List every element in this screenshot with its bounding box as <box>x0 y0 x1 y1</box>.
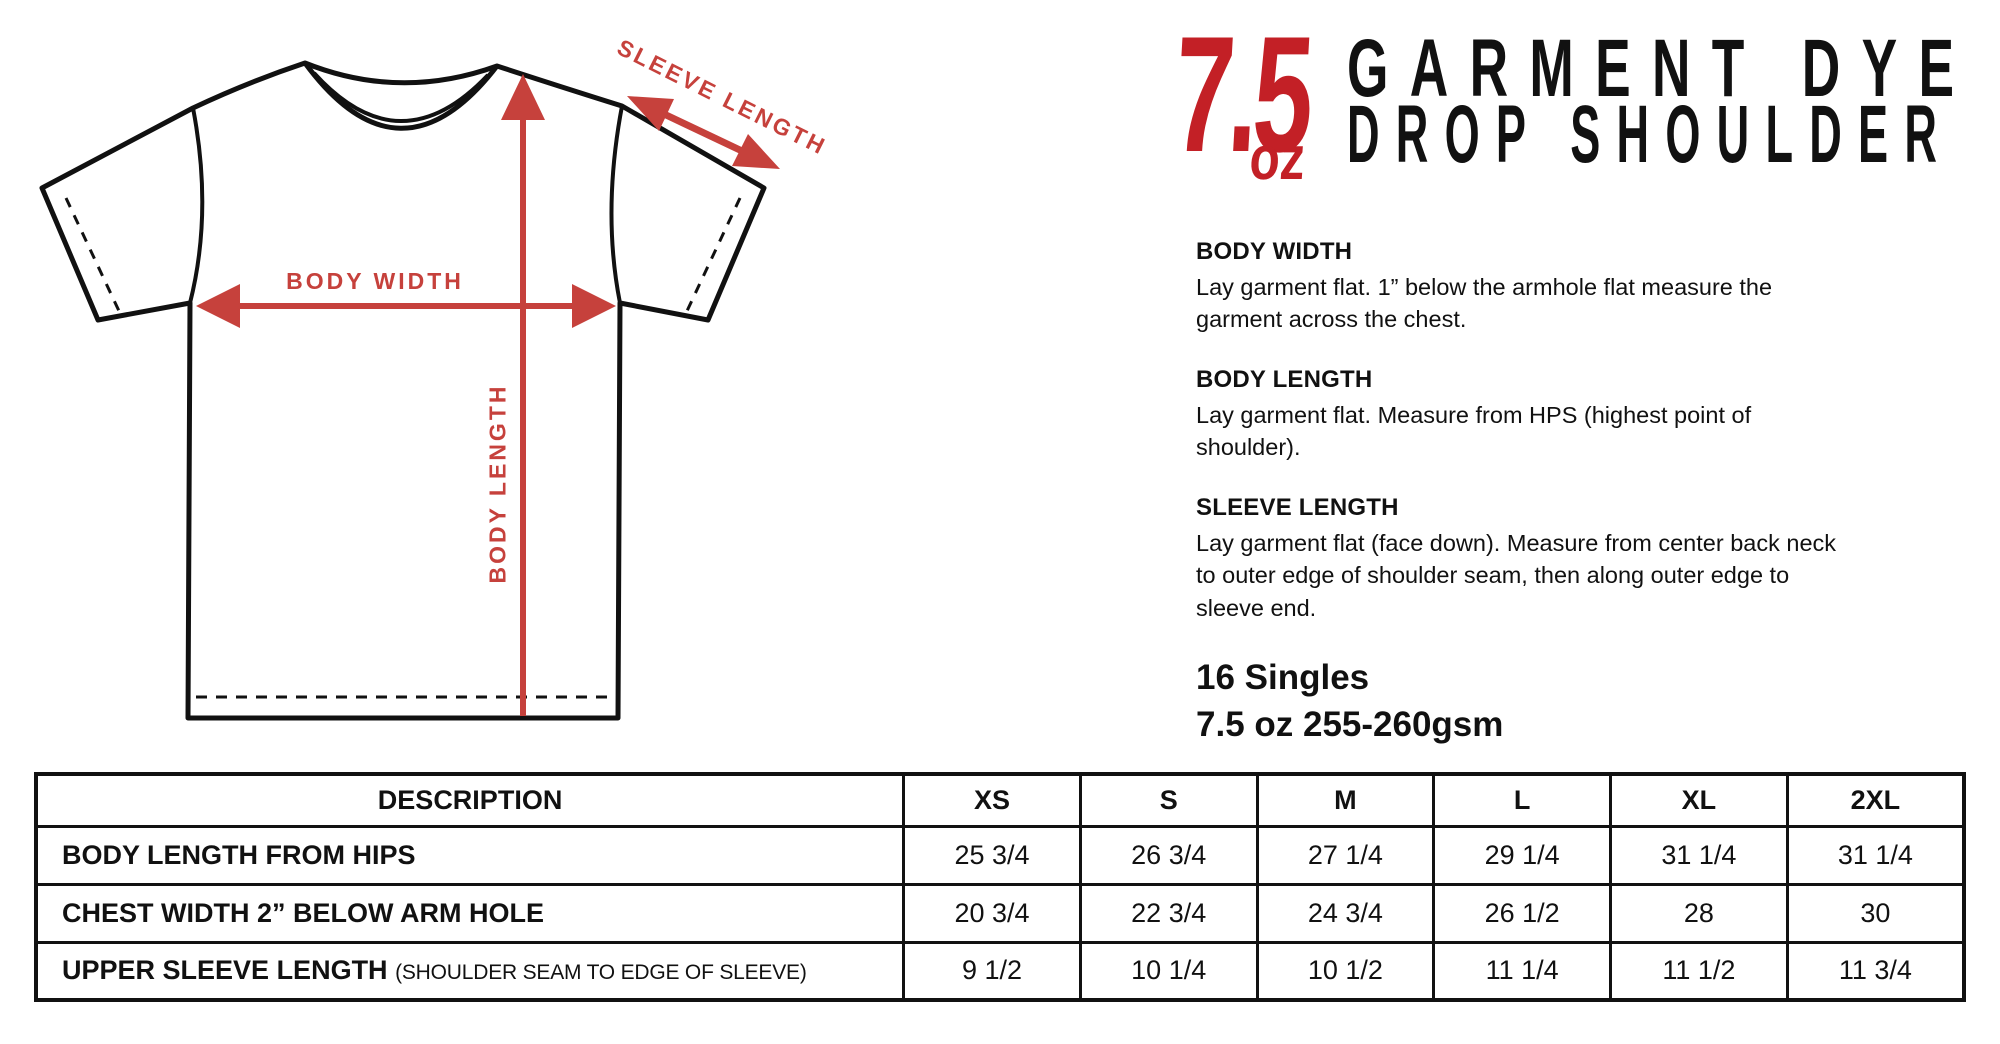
col-header-s: S <box>1078 772 1259 828</box>
spec-heading: BODY LENGTH <box>1196 365 1373 393</box>
row-label-body-length: BODY LENGTH FROM HIPS <box>34 824 906 886</box>
fabric-singles: 16 Singles <box>1196 657 1370 697</box>
table-row: CHEST WIDTH 2” BELOW ARM HOLE 20 3/4 22 … <box>34 882 1966 944</box>
col-header-xl: XL <box>1609 772 1789 828</box>
cell-value: 29 1/4 <box>1432 824 1612 886</box>
row-label-text: BODY LENGTH FROM HIPS <box>62 839 416 870</box>
cell-value: 22 3/4 <box>1078 882 1259 944</box>
tshirt-measurement-diagram: BODY WIDTH BODY LENGTH SLEEVE LENGTH <box>0 0 850 780</box>
cell-value: 10 1/2 <box>1255 940 1436 1002</box>
size-chart-table: DESCRIPTION XS S M L XL 2XL BODY LENGTH … <box>34 772 1966 1002</box>
product-title-line2: DROP SHOULDER <box>1347 89 1954 180</box>
left-armhole-seam <box>188 107 205 304</box>
collar-inner-arc <box>312 71 490 123</box>
right-sleeve-stitch-dashed <box>685 197 742 312</box>
cell-value: 11 1/2 <box>1609 940 1789 1002</box>
spec-text: Lay garment flat. 1” below the armhole f… <box>1196 274 1773 333</box>
spec-text: Lay garment flat (face down). Measure fr… <box>1196 529 1837 621</box>
spec-text: Lay garment flat. Measure from HPS (high… <box>1196 401 1752 461</box>
fabric-weight-gsm: 7.5 oz 255-260gsm <box>1196 705 1504 745</box>
table-row: UPPER SLEEVE LENGTH (SHOULDER SEAM TO ED… <box>34 940 1966 1002</box>
col-header-xs: XS <box>902 772 1082 828</box>
cell-value: 11 3/4 <box>1785 940 1966 1002</box>
col-header-l: L <box>1432 772 1612 828</box>
col-header-2xl: 2XL <box>1785 772 1966 828</box>
product-title-line1: GARMENT DYE <box>1347 23 1976 114</box>
cell-value: 27 1/4 <box>1255 824 1436 886</box>
table-header-row: DESCRIPTION XS S M L XL 2XL <box>34 772 1966 828</box>
cell-value: 31 1/4 <box>1609 824 1789 886</box>
fabric-details: 16 Singles 7.5 oz 255-260gsm <box>1196 654 1886 749</box>
cell-value: 26 1/2 <box>1432 882 1612 944</box>
cell-value: 25 3/4 <box>902 824 1082 886</box>
measurement-instructions: BODY WIDTH Lay garment flat. 1” below th… <box>1196 238 1886 748</box>
right-armhole-seam <box>609 105 624 304</box>
col-header-description: DESCRIPTION <box>34 772 906 828</box>
cell-value: 31 1/4 <box>1785 824 1966 886</box>
cell-value: 26 3/4 <box>1078 824 1259 886</box>
cell-value: 20 3/4 <box>902 882 1082 944</box>
spec-heading: BODY WIDTH <box>1196 238 1353 265</box>
tshirt-outline <box>39 60 767 721</box>
cell-value: 9 1/2 <box>902 940 1082 1002</box>
row-label-text: UPPER SLEEVE LENGTH <box>62 955 388 986</box>
collar-outer-arc <box>302 61 499 131</box>
spec-heading: SLEEVE LENGTH <box>1196 493 1399 521</box>
cell-value: 24 3/4 <box>1255 882 1436 944</box>
body-length-label: BODY LENGTH <box>484 383 511 584</box>
row-label-sleeve-length: UPPER SLEEVE LENGTH (SHOULDER SEAM TO ED… <box>34 940 906 1002</box>
fabric-weight-unit: oz <box>1247 124 1308 193</box>
spec-sleeve-length: SLEEVE LENGTH Lay garment flat (face dow… <box>1196 494 1886 624</box>
row-label-note: (SHOULDER SEAM TO EDGE OF SLEEVE) <box>395 961 807 985</box>
row-label-text: CHEST WIDTH 2” BELOW ARM HOLE <box>62 897 544 928</box>
body-width-label: BODY WIDTH <box>286 268 464 294</box>
col-header-m: M <box>1255 772 1436 828</box>
spec-body-width: BODY WIDTH Lay garment flat. 1” below th… <box>1196 238 1886 336</box>
body-length-arrow <box>501 74 545 716</box>
table-row: BODY LENGTH FROM HIPS 25 3/4 26 3/4 27 1… <box>34 824 1966 886</box>
row-label-chest-width: CHEST WIDTH 2” BELOW ARM HOLE <box>34 882 906 944</box>
cell-value: 28 <box>1609 882 1789 944</box>
size-chart: DESCRIPTION XS S M L XL 2XL BODY LENGTH … <box>34 772 1966 1002</box>
cell-value: 11 1/4 <box>1432 940 1612 1002</box>
spec-body-length: BODY LENGTH Lay garment flat. Measure fr… <box>1196 366 1886 464</box>
cell-value: 30 <box>1785 882 1966 944</box>
cell-value: 10 1/4 <box>1078 940 1259 1002</box>
sleeve-length-arrow <box>627 96 780 169</box>
left-sleeve-stitch-dashed <box>64 197 121 312</box>
tshirt-diagram-svg <box>39 60 780 721</box>
